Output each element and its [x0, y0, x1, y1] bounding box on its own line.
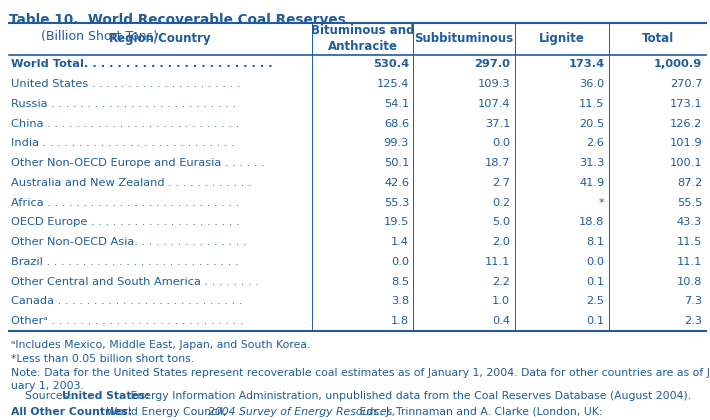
- Text: World Total. . . . . . . . . . . . . . . . . . . . . . .: World Total. . . . . . . . . . . . . . .…: [11, 60, 273, 69]
- Text: 100.1: 100.1: [670, 158, 702, 168]
- Text: 270.7: 270.7: [670, 79, 702, 89]
- Text: Other Central and South America . . . . . . . .: Other Central and South America . . . . …: [11, 277, 259, 286]
- Text: 2.6: 2.6: [586, 139, 604, 148]
- Text: Otherᵃ . . . . . . . . . . . . . . . . . . . . . . . . . . .: Otherᵃ . . . . . . . . . . . . . . . . .…: [11, 316, 244, 326]
- Text: 0.0: 0.0: [391, 257, 409, 267]
- Text: Total: Total: [641, 32, 674, 45]
- Text: 3.8: 3.8: [391, 297, 409, 306]
- Text: Lignite: Lignite: [539, 32, 584, 45]
- Text: 18.8: 18.8: [579, 218, 604, 227]
- Text: Africa . . . . . . . . . . . . . . . . . . . . . . . . . . .: Africa . . . . . . . . . . . . . . . . .…: [11, 198, 240, 207]
- Text: 2.7: 2.7: [492, 178, 510, 188]
- Text: 0.0: 0.0: [586, 257, 604, 267]
- Text: 5.0: 5.0: [492, 218, 510, 227]
- Text: 43.3: 43.3: [677, 218, 702, 227]
- Text: World Energy Council,: World Energy Council,: [103, 407, 230, 417]
- Text: *Less than 0.05 billion short tons.: *Less than 0.05 billion short tons.: [11, 354, 194, 364]
- Text: Brazil . . . . . . . . . . . . . . . . . . . . . . . . . . .: Brazil . . . . . . . . . . . . . . . . .…: [11, 257, 239, 267]
- Text: United States:: United States:: [62, 391, 150, 402]
- Text: Other Non-OECD Europe and Eurasia . . . . . .: Other Non-OECD Europe and Eurasia . . . …: [11, 158, 265, 168]
- Text: 11.5: 11.5: [677, 237, 702, 247]
- Text: 10.8: 10.8: [677, 277, 702, 286]
- Text: 530.4: 530.4: [373, 60, 409, 69]
- Text: 55.3: 55.3: [383, 198, 409, 207]
- Text: 297.0: 297.0: [474, 60, 510, 69]
- Text: 126.2: 126.2: [670, 119, 702, 129]
- Text: 11.5: 11.5: [579, 99, 604, 109]
- Text: Russia . . . . . . . . . . . . . . . . . . . . . . . . . .: Russia . . . . . . . . . . . . . . . . .…: [11, 99, 236, 109]
- Text: 1,000.9: 1,000.9: [654, 60, 702, 69]
- Text: 41.9: 41.9: [579, 178, 604, 188]
- Text: Energy Information Administration, unpublished data from the Coal Reserves Datab: Energy Information Administration, unpub…: [127, 391, 692, 402]
- Text: India . . . . . . . . . . . . . . . . . . . . . . . . . . .: India . . . . . . . . . . . . . . . . . …: [11, 139, 235, 148]
- Text: 7.3: 7.3: [684, 297, 702, 306]
- Text: 87.2: 87.2: [677, 178, 702, 188]
- Text: 31.3: 31.3: [579, 158, 604, 168]
- Text: All Other Countries:: All Other Countries:: [11, 407, 132, 417]
- Text: 173.1: 173.1: [670, 99, 702, 109]
- Text: OECD Europe . . . . . . . . . . . . . . . . . . . . .: OECD Europe . . . . . . . . . . . . . . …: [11, 218, 240, 227]
- Text: 50.1: 50.1: [383, 158, 409, 168]
- Text: China . . . . . . . . . . . . . . . . . . . . . . . . . . .: China . . . . . . . . . . . . . . . . . …: [11, 119, 239, 129]
- Text: Australia and New Zealand . . . . . . . . . . . .: Australia and New Zealand . . . . . . . …: [11, 178, 252, 188]
- Text: 8.1: 8.1: [586, 237, 604, 247]
- Text: 68.6: 68.6: [384, 119, 409, 129]
- Text: 0.2: 0.2: [492, 198, 510, 207]
- Text: *: *: [599, 198, 604, 207]
- Text: (Billion Short Tons): (Billion Short Tons): [9, 30, 158, 43]
- Text: 1.0: 1.0: [492, 297, 510, 306]
- Text: 173.4: 173.4: [568, 60, 604, 69]
- Text: 2.5: 2.5: [586, 297, 604, 306]
- Text: Canada . . . . . . . . . . . . . . . . . . . . . . . . . .: Canada . . . . . . . . . . . . . . . . .…: [11, 297, 243, 306]
- Text: 1.4: 1.4: [391, 237, 409, 247]
- Text: ᵃIncludes Mexico, Middle East, Japan, and South Korea.: ᵃIncludes Mexico, Middle East, Japan, an…: [11, 340, 310, 350]
- Text: 19.5: 19.5: [383, 218, 409, 227]
- Text: 107.4: 107.4: [478, 99, 510, 109]
- Text: 1.8: 1.8: [391, 316, 409, 326]
- Text: 11.1: 11.1: [677, 257, 702, 267]
- Text: 99.3: 99.3: [383, 139, 409, 148]
- Text: 18.7: 18.7: [485, 158, 510, 168]
- Text: 2.2: 2.2: [492, 277, 510, 286]
- Text: 0.4: 0.4: [492, 316, 510, 326]
- Text: 0.0: 0.0: [492, 139, 510, 148]
- Text: Eds. J. Trinnaman and A. Clarke (London, UK:: Eds. J. Trinnaman and A. Clarke (London,…: [356, 407, 602, 417]
- Text: Subbituminous: Subbituminous: [415, 32, 513, 45]
- Text: 109.3: 109.3: [478, 79, 510, 89]
- Text: Sources:: Sources:: [11, 391, 75, 402]
- Text: 0.1: 0.1: [586, 277, 604, 286]
- Text: 55.5: 55.5: [677, 198, 702, 207]
- Text: Region/Country: Region/Country: [109, 32, 212, 45]
- Text: Table 10.  World Recoverable Coal Reserves: Table 10. World Recoverable Coal Reserve…: [9, 13, 345, 27]
- Text: Note: Data for the United States represent recoverable coal estimates as of Janu: Note: Data for the United States represe…: [11, 368, 710, 391]
- Text: United States . . . . . . . . . . . . . . . . . . . . .: United States . . . . . . . . . . . . . …: [11, 79, 241, 89]
- Text: 125.4: 125.4: [377, 79, 409, 89]
- Text: 11.1: 11.1: [485, 257, 510, 267]
- Text: 2.3: 2.3: [684, 316, 702, 326]
- Text: 2004 Survey of Energy Resources,: 2004 Survey of Energy Resources,: [208, 407, 395, 417]
- Text: 20.5: 20.5: [579, 119, 604, 129]
- Text: 36.0: 36.0: [579, 79, 604, 89]
- Text: 2.0: 2.0: [492, 237, 510, 247]
- Text: Bituminous and
Anthracite: Bituminous and Anthracite: [311, 24, 415, 53]
- Text: 8.5: 8.5: [391, 277, 409, 286]
- Text: 101.9: 101.9: [670, 139, 702, 148]
- Text: 54.1: 54.1: [384, 99, 409, 109]
- Text: 37.1: 37.1: [485, 119, 510, 129]
- Text: 0.1: 0.1: [586, 316, 604, 326]
- Text: Other Non-OECD Asia. . . . . . . . . . . . . . . .: Other Non-OECD Asia. . . . . . . . . . .…: [11, 237, 247, 247]
- Text: 42.6: 42.6: [384, 178, 409, 188]
